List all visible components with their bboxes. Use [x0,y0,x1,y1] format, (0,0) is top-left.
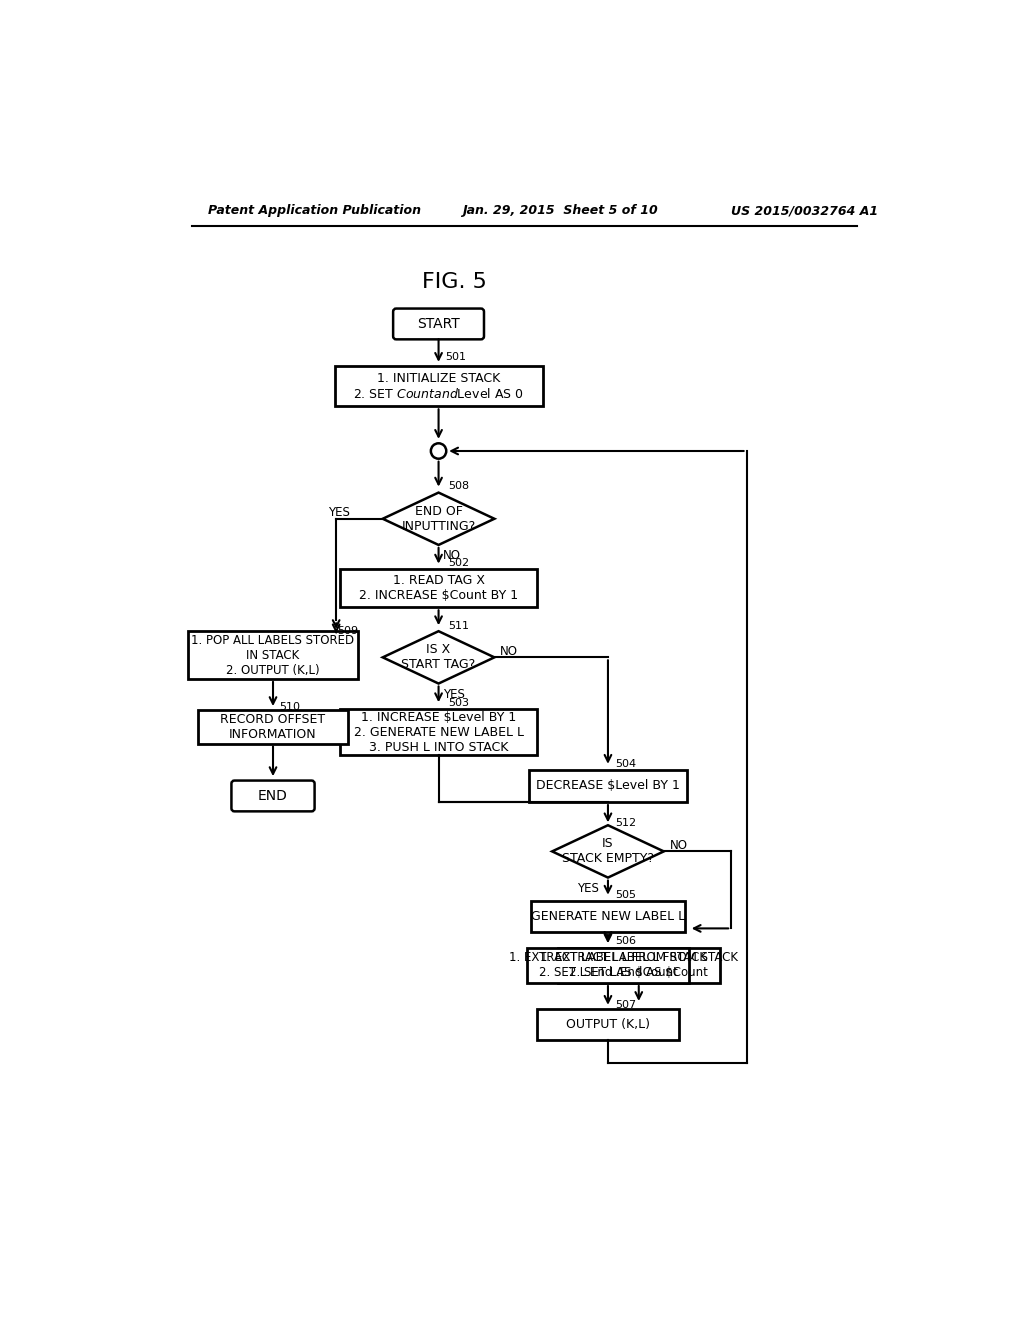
Text: GENERATE NEW LABEL L: GENERATE NEW LABEL L [530,911,685,924]
Bar [335,367,543,407]
Text: 508: 508 [447,480,469,491]
Circle shape [431,444,446,459]
Text: Patent Application Publication: Patent Application Publication [208,205,421,218]
Text: 1. EXTRACT LABEL L FROM STACK
2. SET L.End AS $Count: 1. EXTRACT LABEL L FROM STACK 2. SET L.E… [509,952,707,979]
Text: YES: YES [328,506,350,519]
Text: 1. INITIALIZE STACK
2. SET $Count and $Level AS 0: 1. INITIALIZE STACK 2. SET $Count and $L… [353,372,524,401]
Text: 502: 502 [447,558,469,569]
Text: NO: NO [443,549,461,562]
Text: NO: NO [670,838,687,851]
Text: 505: 505 [615,890,637,900]
Text: NO: NO [500,644,518,657]
FancyBboxPatch shape [231,780,314,812]
Text: OUTPUT (K,L): OUTPUT (K,L) [566,1018,650,1031]
Text: 510: 510 [280,702,300,713]
Text: IS X
START TAG?: IS X START TAG? [401,643,476,672]
Text: START: START [417,317,460,331]
Bar [527,948,689,983]
Text: 511: 511 [447,620,469,631]
Text: 506: 506 [615,936,637,946]
Bar [188,631,357,678]
Text: END OF
INPUTTING?: END OF INPUTTING? [401,504,476,533]
Bar [198,710,348,743]
Text: 512: 512 [615,818,637,828]
Text: RECORD OFFSET
INFORMATION: RECORD OFFSET INFORMATION [220,713,326,741]
Text: END: END [258,789,288,803]
Text: FIG. 5: FIG. 5 [422,272,486,292]
Text: 501: 501 [444,352,466,362]
Text: Jan. 29, 2015  Sheet 5 of 10: Jan. 29, 2015 Sheet 5 of 10 [462,205,657,218]
Bar [531,902,685,932]
Bar [529,770,687,803]
Text: IS
STACK EMPTY?: IS STACK EMPTY? [562,837,654,866]
Polygon shape [383,492,495,545]
Text: YES: YES [443,688,465,701]
Text: 1. READ TAG X
2. INCREASE $Count BY 1: 1. READ TAG X 2. INCREASE $Count BY 1 [359,574,518,602]
FancyBboxPatch shape [393,309,484,339]
Text: 1. POP ALL LABELS STORED
IN STACK
2. OUTPUT (K,L): 1. POP ALL LABELS STORED IN STACK 2. OUT… [191,634,354,677]
Bar [340,569,537,607]
Text: 509: 509 [337,626,358,636]
Text: 503: 503 [447,698,469,708]
Text: 507: 507 [615,1001,637,1010]
Polygon shape [552,825,664,878]
Text: YES: YES [577,882,599,895]
Text: US 2015/0032764 A1: US 2015/0032764 A1 [731,205,879,218]
Polygon shape [383,631,495,684]
Bar [558,948,720,983]
Text: 504: 504 [615,759,637,770]
Bar [537,1010,679,1040]
Text: 1. INCREASE $Level BY 1
2. GENERATE NEW LABEL L
3. PUSH L INTO STACK: 1. INCREASE $Level BY 1 2. GENERATE NEW … [353,710,523,754]
Text: DECREASE $Level BY 1: DECREASE $Level BY 1 [536,779,680,792]
Bar [340,709,537,755]
Text: 1. EXTRACT LABEL L FROM STACK
2. SET L.End AS $Count: 1. EXTRACT LABEL L FROM STACK 2. SET L.E… [540,952,737,979]
